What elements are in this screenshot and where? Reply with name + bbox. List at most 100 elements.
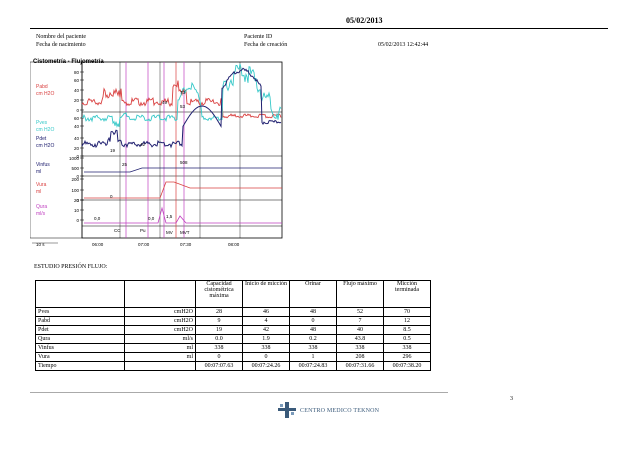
table-header-blank: [35, 280, 125, 308]
row-label: Vura: [35, 352, 125, 362]
row-label: Pdet: [35, 325, 125, 335]
pves-series-line: [82, 63, 282, 128]
row-unit: cmH2O: [124, 325, 196, 335]
table-cell: 0.5: [383, 334, 431, 344]
table-cell: 00:07:07.63: [195, 361, 243, 371]
table-cell: 00:07:24.83: [289, 361, 337, 371]
axis-tick-label: 0: [76, 218, 79, 223]
table-cell: 0.0: [195, 334, 243, 344]
time-axis-label: 08:00: [228, 242, 240, 247]
event-label: MV: [166, 230, 173, 235]
time-axis-label: 07:30: [180, 242, 192, 247]
row-unit: cmH2O: [124, 316, 196, 326]
row-unit: cmH2O: [124, 307, 196, 317]
channel-name: Qura: [36, 204, 47, 210]
patient-id-label: Paciente ID: [244, 34, 273, 40]
inline-value-label: 42: [140, 142, 146, 147]
column-header: Micción terminada: [383, 280, 431, 308]
column-header: Inicio de micción: [242, 280, 290, 308]
axis-tick-label: 40: [74, 124, 80, 129]
inline-value-label: 0,0: [148, 216, 155, 221]
table-cell: 0: [195, 352, 243, 362]
channel-name: Vura: [36, 182, 47, 188]
table-cell: 42: [242, 325, 290, 335]
channel-unit: ml: [36, 189, 41, 195]
report-date: 05/02/2013: [346, 16, 383, 25]
teknon-logo-icon: [278, 402, 296, 423]
column-header: Orinar: [289, 280, 337, 308]
channel-unit: cm H2O: [36, 127, 54, 133]
row-label: Pabd: [35, 316, 125, 326]
vura-series-line: [84, 181, 282, 199]
table-cell: 12: [383, 316, 431, 326]
row-label: Vinfus: [35, 343, 125, 353]
channel-unit: cm H2O: [36, 143, 54, 149]
time-scale-label: 10 s: [36, 242, 45, 247]
table-cell: 48: [289, 325, 337, 335]
results-table: Capacidad cistométrica máxima Inicio de …: [35, 280, 431, 371]
table-cell: 28: [195, 307, 243, 317]
axis-tick-label: 40: [74, 136, 80, 141]
time-axis-label: 07:00: [138, 242, 150, 247]
footer-divider: [30, 392, 448, 393]
table-cell: 338: [289, 343, 337, 353]
table-cell: 1: [289, 352, 337, 362]
table-row: Vinfus ml 338 338 338 338 338: [35, 343, 431, 353]
qura-series-line: [84, 206, 282, 224]
created-label: Fecha de creación: [244, 42, 288, 48]
axis-tick-label: 40: [74, 88, 80, 93]
axis-tick-label: 20: [74, 146, 80, 151]
urodynamics-chart: Cistometría - Flujometría Pabd cm H2O 80 60 4…: [30, 58, 286, 248]
table-cell: 00:07:31.66: [336, 361, 384, 371]
channel-name: Pabd: [36, 84, 48, 90]
table-cell: 48: [289, 307, 337, 317]
inline-value-label: 19: [110, 148, 116, 153]
channel-name: Pves: [36, 120, 48, 126]
table-cell: 70: [383, 307, 431, 317]
table-cell: 43.8: [336, 334, 384, 344]
inline-value-label: 0,0: [94, 216, 101, 221]
axis-tick-label: 500: [71, 166, 79, 171]
table-body: Pves cmH2O 28 46 48 52 70 Pabd cmH2O 9 4 0 7 12 Pdet cm…: [35, 307, 431, 371]
table-cell: 0: [242, 352, 290, 362]
axis-tick-label: 20: [74, 198, 80, 203]
axis-tick-label: 20: [74, 98, 80, 103]
axis-tick-label: 80: [74, 70, 80, 75]
vinfus-series-line: [84, 167, 282, 173]
inline-value-label: 49: [162, 100, 168, 105]
inline-value-label: 508: [180, 160, 188, 165]
table-cell: 9: [195, 316, 243, 326]
table-row: Vura ml 0 0 1 208 296: [35, 352, 431, 362]
table-cell: 19: [195, 325, 243, 335]
table-cell: 338: [336, 343, 384, 353]
axis-tick-label: 0: [76, 154, 79, 159]
column-header: Capacidad cistométrica máxima: [195, 280, 243, 308]
event-label: Pu: [140, 228, 146, 233]
channel-name: Pdet: [36, 136, 47, 142]
table-row: Tiempo 00:07:07.63 00:07:24.26 00:07:24.83 0…: [35, 361, 431, 371]
row-unit: ml: [124, 352, 196, 362]
inline-value-label: 73: [180, 90, 186, 95]
table-cell: 296: [383, 352, 431, 362]
table-row: Pdet cmH2O 19 42 48 40 8.5: [35, 325, 431, 335]
inline-value-label: 25: [122, 162, 128, 167]
table-row: Pves cmH2O 28 46 48 52 70: [35, 307, 431, 317]
axis-tick-label: 1000: [69, 156, 80, 161]
event-label: CC: [114, 228, 121, 233]
table-cell: 1.9: [242, 334, 290, 344]
table-cell: 338: [195, 343, 243, 353]
column-header: Flujo máximo: [336, 280, 384, 308]
channel-unit: ml/s: [36, 211, 46, 217]
axis-tick-label: 100: [71, 188, 79, 193]
table-cell: 52: [336, 307, 384, 317]
channel-unit: cm H2O: [36, 91, 54, 97]
page-number: 3: [510, 396, 513, 402]
table-cell: 0: [289, 316, 337, 326]
patient-name-label: Nombre del paciente: [36, 34, 86, 40]
row-unit: [124, 361, 196, 371]
table-row: Pabd cmH2O 9 4 0 7 12: [35, 316, 431, 326]
table-header-row: Capacidad cistométrica máxima Inicio de …: [35, 280, 431, 308]
chart-title: Cistometría - Flujometría: [33, 59, 104, 65]
table-cell: 208: [336, 352, 384, 362]
